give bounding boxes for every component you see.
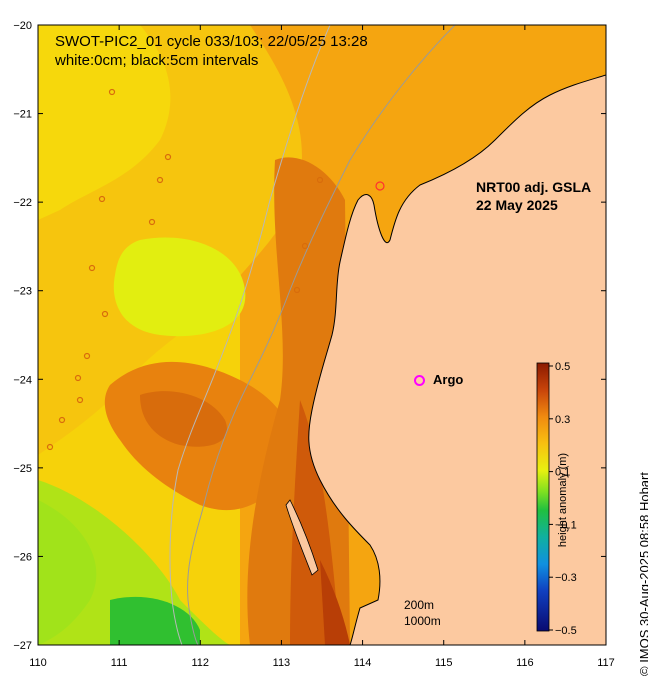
isobath-1000m-label: 1000m bbox=[404, 614, 441, 628]
x-tick-label: 114 bbox=[354, 657, 372, 669]
argo-floats bbox=[46, 88, 385, 451]
axis-ticks: 110 111 112 113 114 115 116 117 −20 −21 −22 −23 −24 −… bbox=[13, 20, 614, 669]
isobath-1000m bbox=[169, 25, 331, 645]
plot-frame bbox=[37, 24, 607, 646]
colorbar-tick-label: −0.5 bbox=[555, 625, 577, 637]
copyright-text: © IMOS 30-Aug-2025 08:58 Hobart bbox=[637, 472, 648, 676]
argo-legend-label: Argo bbox=[433, 372, 464, 387]
x-tick-label: 110 bbox=[29, 657, 47, 669]
isobath-legend: 200m 1000m bbox=[404, 597, 441, 629]
y-tick-label: −23 bbox=[13, 286, 32, 298]
argo-legend: Argo bbox=[414, 372, 463, 387]
x-tick-label: 115 bbox=[435, 657, 453, 669]
colorbar-ticks: 0.5 0.3 0.1 −0.1 −0.3 −0.5 bbox=[549, 361, 577, 637]
y-tick-label: −25 bbox=[13, 463, 32, 475]
product-line-1: NRT00 adj. GSLA bbox=[476, 179, 592, 195]
land-mass bbox=[308, 25, 606, 645]
product-line-2: 22 May 2025 bbox=[476, 197, 558, 213]
figure-title: SWOT-PIC2_01 cycle 033/103; 22/05/25 13:… bbox=[55, 32, 368, 70]
x-tick-label: 116 bbox=[516, 657, 534, 669]
colorbar-tick-label: 0.1 bbox=[555, 467, 570, 479]
colorbar bbox=[536, 362, 550, 632]
product-label: NRT00 adj. GSLA 22 May 2025 bbox=[476, 178, 591, 214]
colorbar-tick-label: 0.3 bbox=[555, 414, 570, 426]
y-tick-label: −20 bbox=[13, 20, 32, 32]
x-tick-label: 112 bbox=[192, 657, 210, 669]
title-line-2: white:0cm; black:5cm intervals bbox=[55, 52, 259, 69]
colorbar-label: height anomaly (m) bbox=[557, 453, 569, 547]
title-line-1: SWOT-PIC2_01 cycle 033/103; 22/05/25 13:… bbox=[55, 33, 368, 50]
x-tick-label: 111 bbox=[111, 657, 128, 669]
colorbar-tick-label: −0.1 bbox=[555, 519, 577, 531]
colorbar-tick-label: −0.3 bbox=[555, 572, 577, 584]
x-tick-label: 113 bbox=[273, 657, 291, 669]
colorbar-tick-label: 0.5 bbox=[555, 361, 570, 373]
x-tick-label: 117 bbox=[597, 657, 615, 669]
y-tick-label: −24 bbox=[13, 374, 32, 386]
argo-circle-icon bbox=[414, 375, 425, 387]
isobath-200m bbox=[187, 25, 456, 645]
y-tick-label: −22 bbox=[13, 197, 32, 209]
y-tick-label: −27 bbox=[13, 640, 32, 652]
y-tick-label: −21 bbox=[13, 109, 32, 121]
isobath-200m-label: 200m bbox=[404, 598, 435, 612]
y-tick-label: −26 bbox=[13, 551, 32, 563]
